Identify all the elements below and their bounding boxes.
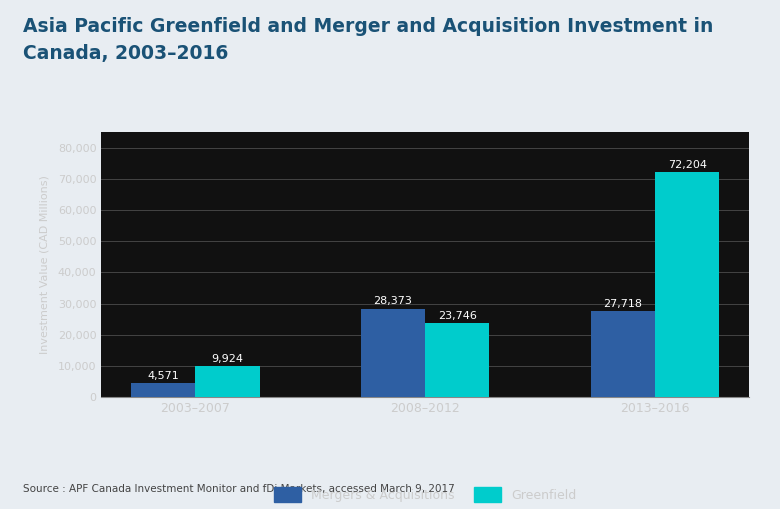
- Text: 23,746: 23,746: [438, 311, 477, 321]
- Text: 27,718: 27,718: [603, 299, 642, 308]
- Text: 72,204: 72,204: [668, 160, 707, 170]
- Text: Source : APF Canada Investment Monitor and fDi Markets, accessed March 9, 2017: Source : APF Canada Investment Monitor a…: [23, 484, 456, 494]
- Text: 4,571: 4,571: [147, 371, 179, 381]
- Y-axis label: Investment Value (CAD Millions): Investment Value (CAD Millions): [40, 175, 50, 354]
- Legend: Mergers & Acquisitions, Greenfield: Mergers & Acquisitions, Greenfield: [274, 488, 576, 502]
- Bar: [425, 323, 490, 397]
- Text: Asia Pacific Greenfield and Merger and Acquisition Investment in
Canada, 2003–20: Asia Pacific Greenfield and Merger and A…: [23, 17, 714, 63]
- Bar: [195, 366, 260, 397]
- Text: 9,924: 9,924: [211, 354, 243, 364]
- Bar: [131, 383, 195, 397]
- Text: 28,373: 28,373: [374, 296, 413, 306]
- Bar: [590, 310, 655, 397]
- Bar: [655, 172, 719, 397]
- Bar: [360, 308, 425, 397]
